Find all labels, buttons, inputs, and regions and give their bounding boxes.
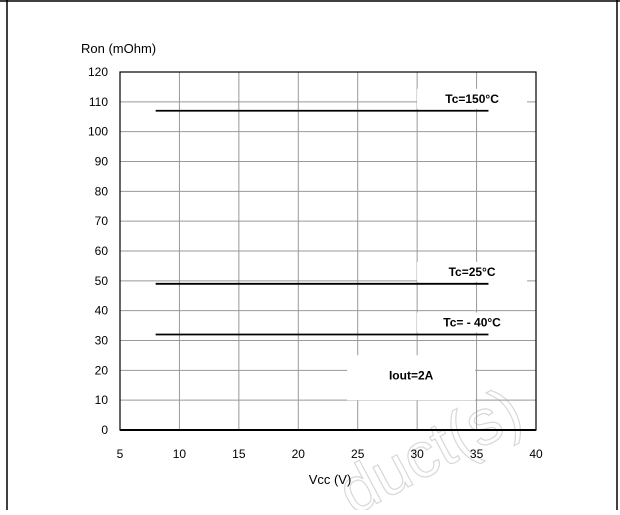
y-tick-label-20: 20 <box>95 363 109 377</box>
y-tick-label-110: 110 <box>89 95 108 109</box>
x-tick-label-15: 15 <box>232 447 246 461</box>
annotation-bg-0 <box>347 355 476 401</box>
x-tick-label-5: 5 <box>117 447 124 461</box>
y-tick-label-30: 30 <box>95 334 109 348</box>
y-tick-label-90: 90 <box>95 155 109 169</box>
series-label-bg-0 <box>417 88 528 109</box>
x-tick-label-25: 25 <box>351 447 365 461</box>
x-tick-label-35: 35 <box>470 447 484 461</box>
y-tick-label-50: 50 <box>95 274 109 288</box>
y-axis-title: Ron (mOhm) <box>81 41 156 56</box>
annotation-text-0: Iout=2A <box>389 368 434 382</box>
y-tick-label-100: 100 <box>88 125 108 139</box>
y-tick-label-60: 60 <box>95 244 109 258</box>
series-label-0: Tc=150°C <box>445 92 499 106</box>
x-tick-label-40: 40 <box>529 447 543 461</box>
y-tick-label-70: 70 <box>95 214 109 228</box>
series-label-1: Tc=25°C <box>449 265 496 279</box>
y-tick-label-10: 10 <box>95 393 109 407</box>
series-label-bg-2 <box>417 312 528 333</box>
x-axis-title: Vcc (V) <box>309 472 352 487</box>
x-tick-label-10: 10 <box>173 447 187 461</box>
series-label-2: Tc= - 40°C <box>443 316 501 330</box>
y-tick-label-80: 80 <box>95 184 109 198</box>
y-tick-label-120: 120 <box>88 65 108 79</box>
y-tick-label-40: 40 <box>95 304 109 318</box>
series-label-bg-1 <box>417 261 528 282</box>
x-tick-label-20: 20 <box>292 447 306 461</box>
y-tick-label-0: 0 <box>101 423 108 437</box>
x-tick-label-30: 30 <box>410 447 424 461</box>
